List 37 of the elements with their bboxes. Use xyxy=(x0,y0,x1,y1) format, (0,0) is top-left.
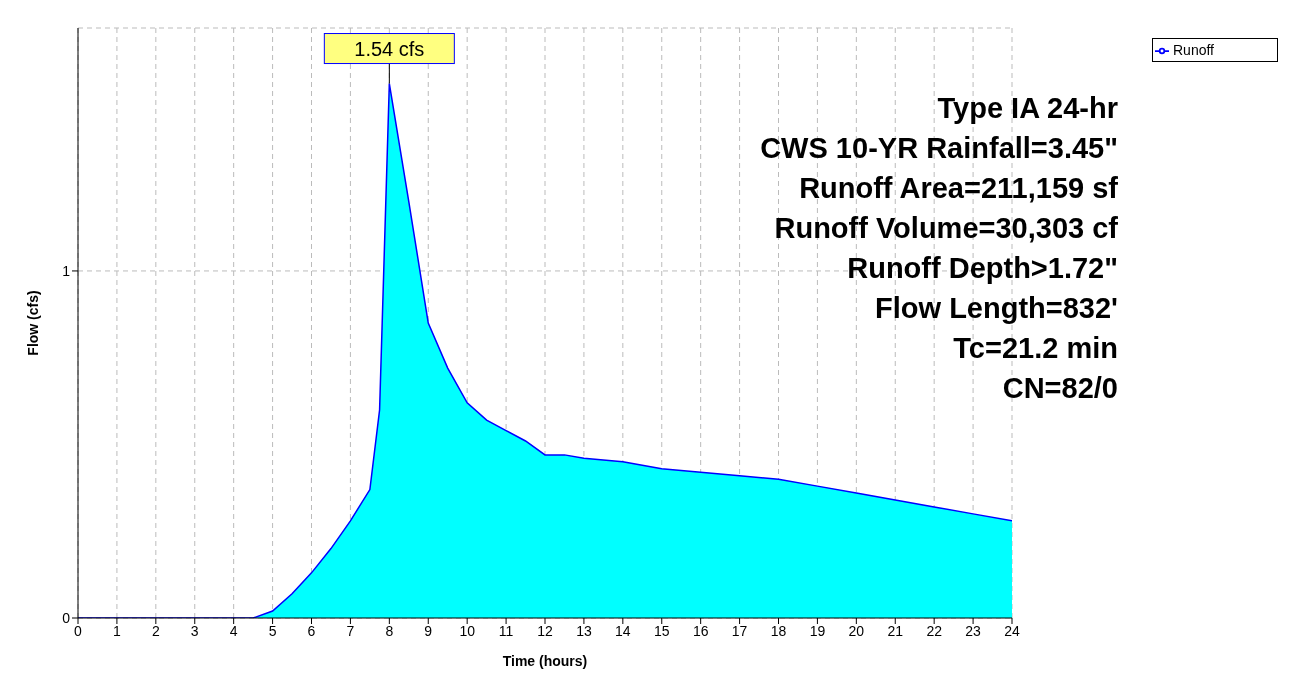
x-tick-label: 18 xyxy=(770,622,787,639)
x-tick-label: 15 xyxy=(653,622,670,639)
x-tick-label: 4 xyxy=(229,622,238,639)
x-tick-label: 5 xyxy=(268,622,277,639)
x-tick-label: 17 xyxy=(731,622,748,639)
x-tick-label: 14 xyxy=(615,622,631,639)
x-tick-label: 12 xyxy=(537,622,553,639)
x-tick-label: 9 xyxy=(424,622,433,639)
x-tick-label: 23 xyxy=(965,622,982,639)
x-tick-label: 2 xyxy=(151,622,160,639)
annotation: CN=82/0 xyxy=(1001,371,1118,406)
x-tick-label: 1 xyxy=(113,622,122,639)
x-tick-label: 11 xyxy=(498,622,514,639)
legend-label: Runoff xyxy=(1173,42,1214,58)
x-tick-label: 10 xyxy=(459,622,476,639)
annotation: Type IA 24-hr xyxy=(936,91,1118,126)
annotation: Flow Length=832' xyxy=(874,291,1118,326)
x-tick-label: 3 xyxy=(190,622,199,639)
x-axis-title: Time (hours) xyxy=(502,653,588,669)
x-tick-label: 24 xyxy=(1004,622,1020,639)
annotation: CWS 10-YR Rainfall=3.45" xyxy=(760,131,1118,166)
annotation: Tc=21.2 min xyxy=(952,331,1118,366)
x-tick-label: 16 xyxy=(692,622,709,639)
annotation: Runoff Volume=30,303 cf xyxy=(773,211,1118,246)
x-tick-label: 0 xyxy=(74,622,83,639)
y-axis-title: Flow (cfs) xyxy=(24,290,41,356)
annotation: Runoff Depth>1.72" xyxy=(846,251,1118,286)
x-tick-label: 8 xyxy=(385,622,394,639)
annotation: 1.54 cfs xyxy=(354,37,425,60)
x-tick-label: 20 xyxy=(848,622,865,639)
x-tick-label: 7 xyxy=(346,622,355,639)
x-tick-label: 19 xyxy=(809,622,826,639)
x-tick-label: 21 xyxy=(887,622,904,639)
annotation: Runoff Area=211,159 sf xyxy=(798,171,1118,206)
x-tick-label: 22 xyxy=(926,622,943,639)
x-tick-label: 13 xyxy=(576,622,592,639)
x-tick-label: 6 xyxy=(307,622,316,639)
